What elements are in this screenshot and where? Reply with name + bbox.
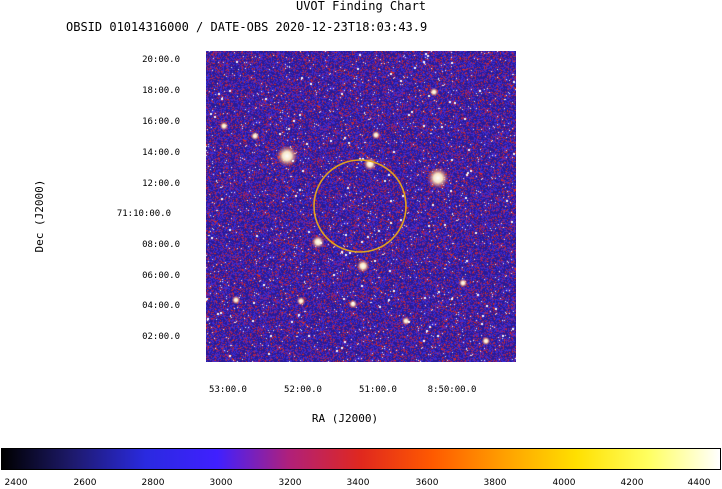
y-tick-label: 20:00.0 (142, 55, 180, 65)
sky-image[interactable] (206, 51, 516, 362)
colorbar-tick-label: 3600 (415, 478, 439, 488)
colorbar-gradient (2, 449, 720, 469)
colorbar (1, 448, 721, 470)
y-tick-label: 06:00.0 (142, 271, 180, 281)
sky-image-canvas (206, 51, 516, 362)
colorbar-tick-label: 4400 (687, 478, 711, 488)
colorbar-tick-label: 4000 (552, 478, 576, 488)
chart-title: UVOT Finding Chart (295, 0, 427, 13)
y-tick-label: 71:10:00.0 (116, 209, 171, 219)
target-circle-overlay (313, 159, 407, 253)
chart-subtitle: OBSID 01014316000 / DATE-OBS 2020-12-23T… (66, 20, 428, 34)
x-tick-label: 51:00.0 (359, 385, 397, 395)
y-tick-label: 18:00.0 (142, 86, 180, 96)
colorbar-tick-label: 3800 (483, 478, 507, 488)
y-tick-label: 04:00.0 (142, 301, 180, 311)
colorbar-tick-label: 2600 (73, 478, 97, 488)
x-axis-label: RA (J2000) (311, 412, 379, 425)
colorbar-tick-label: 3400 (346, 478, 370, 488)
x-tick-label: 52:00.0 (284, 385, 322, 395)
y-tick-label: 16:00.0 (142, 117, 180, 127)
y-tick-label: 02:00.0 (142, 332, 180, 342)
colorbar-tick-label: 4200 (620, 478, 644, 488)
target-region-circle[interactable] (313, 159, 407, 253)
colorbar-tick-label: 3200 (278, 478, 302, 488)
colorbar-tick-label: 2800 (141, 478, 165, 488)
colorbar-tick-label: 3000 (209, 478, 233, 488)
y-axis-label: Dec (J2000) (33, 179, 46, 253)
x-tick-label: 53:00.0 (209, 385, 247, 395)
y-tick-label: 08:00.0 (142, 240, 180, 250)
y-tick-label: 12:00.0 (142, 179, 180, 189)
y-tick-label: 14:00.0 (142, 148, 180, 158)
x-tick-label: 8:50:00.0 (427, 385, 477, 395)
colorbar-tick-label: 2400 (4, 478, 28, 488)
